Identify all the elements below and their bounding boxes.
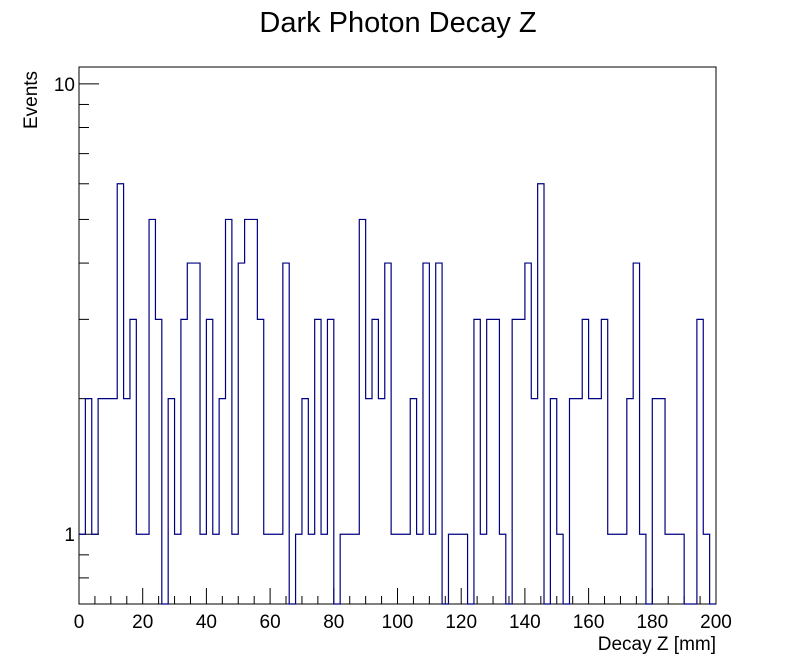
- x-tick-label: 200: [700, 612, 732, 633]
- x-tick-label: 60: [260, 612, 281, 633]
- y-tick-label: 10: [54, 75, 75, 96]
- x-axis-label: Decay Z [mm]: [598, 634, 716, 655]
- x-tick-label: 0: [74, 612, 85, 633]
- x-tick-label: 40: [196, 612, 217, 633]
- x-tick-label: 160: [573, 612, 605, 633]
- x-tick-label: 140: [509, 612, 541, 633]
- chart-title: Dark Photon Decay Z: [259, 7, 536, 39]
- x-tick-label: 180: [636, 612, 668, 633]
- x-tick-label: 80: [323, 612, 344, 633]
- tick-labels: 0 20 40 60 80 100 120 140 160 180 200 1 10: [54, 75, 732, 633]
- x-tick-label: 20: [132, 612, 153, 633]
- x-tick-label: 100: [382, 612, 414, 633]
- x-tick-label: 120: [445, 612, 477, 633]
- y-axis-label: Events: [21, 71, 42, 129]
- histogram-series-line: [79, 183, 716, 605]
- y-tick-label: 1: [64, 525, 75, 546]
